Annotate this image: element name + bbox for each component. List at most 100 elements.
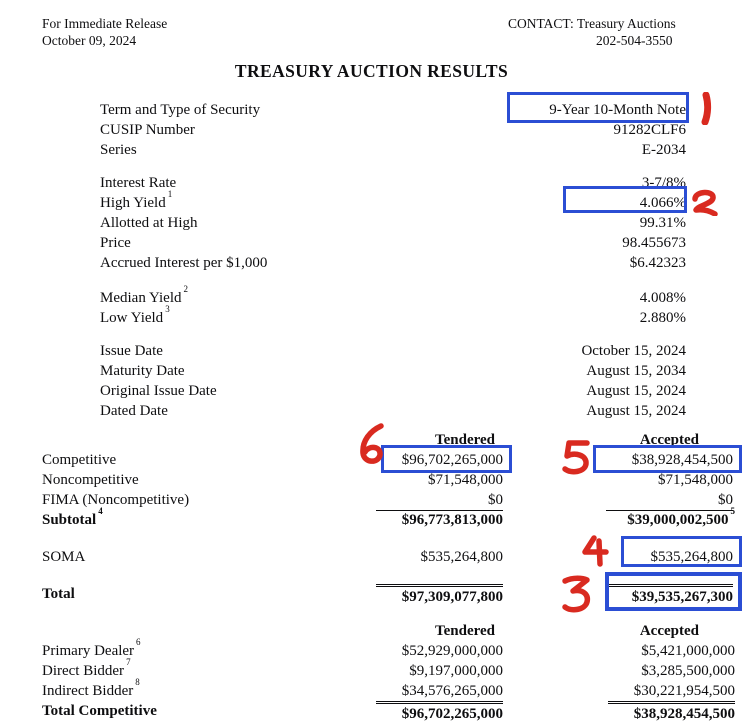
table-header-row: Tendered Accepted bbox=[42, 430, 735, 450]
table-row-subtotal: Subtotal4 $96,773,813,000 $39,000,002,50… bbox=[42, 505, 735, 528]
tendered-value: $535,264,800 bbox=[420, 549, 504, 565]
field-value: August 15, 2034 bbox=[586, 363, 686, 379]
field-value: 4.008% bbox=[639, 290, 686, 306]
field-value: 98.455673 bbox=[622, 235, 686, 251]
field-row-series: Series E-2034 bbox=[100, 140, 686, 160]
field-row-price: Price 98.455673 bbox=[100, 233, 686, 253]
row-label: SOMA bbox=[42, 549, 86, 565]
row-label: Indirect Bidder8 bbox=[42, 676, 140, 699]
row-label: Total Competitive bbox=[42, 703, 157, 719]
bidder-breakdown-table: Tendered Accepted Primary Dealer6 $52,92… bbox=[42, 621, 735, 724]
column-header-accepted: Accepted bbox=[639, 623, 699, 639]
red-marker-2-icon bbox=[692, 189, 718, 216]
row-label: Primary Dealer6 bbox=[42, 636, 141, 659]
column-header-accepted: Accepted bbox=[639, 432, 699, 448]
accepted-value: $71,548,000 bbox=[658, 472, 733, 488]
tendered-value: $96,773,813,000 bbox=[401, 512, 503, 528]
tendered-value: $96,702,265,000 bbox=[401, 452, 503, 468]
accepted-value: $0 bbox=[606, 490, 733, 511]
field-value: 3-7/8% bbox=[641, 175, 686, 191]
tendered-value: $96,702,265,000 bbox=[376, 701, 503, 724]
field-label: High Yield1 bbox=[100, 188, 173, 211]
release-date: October 09, 2024 bbox=[42, 33, 137, 48]
tendered-value: $34,576,265,000 bbox=[376, 681, 503, 702]
field-row-high-yield: High Yield1 4.066% bbox=[100, 188, 686, 213]
field-value: 2.880% bbox=[639, 310, 686, 326]
row-label: Total bbox=[42, 586, 75, 602]
field-row-term: Term and Type of Security 9-Year 10-Mont… bbox=[100, 100, 686, 120]
row-label: Noncompetitive bbox=[42, 472, 139, 488]
table-row-primary-dealer: Primary Dealer6 $52,929,000,000 $5,421,0… bbox=[42, 636, 735, 661]
field-value: August 15, 2024 bbox=[586, 383, 686, 399]
field-row-accrued-interest: Accrued Interest per $1,000 $6.42323 bbox=[100, 253, 686, 273]
accepted-value: $30,221,954,500 bbox=[608, 681, 735, 702]
field-label: Accrued Interest per $1,000 bbox=[100, 255, 268, 271]
field-value: 91282CLF6 bbox=[613, 122, 686, 138]
row-label: Direct Bidder7 bbox=[42, 656, 131, 679]
tendered-value: $0 bbox=[376, 490, 503, 511]
table-row-direct-bidder: Direct Bidder7 $9,197,000,000 $3,285,500… bbox=[42, 656, 735, 681]
red-marker-1-icon bbox=[701, 92, 712, 125]
column-header-tendered: Tendered bbox=[434, 432, 495, 448]
field-label: Term and Type of Security bbox=[100, 102, 261, 118]
field-row-maturity-date: Maturity Date August 15, 2034 bbox=[100, 361, 686, 381]
field-row-dated-date: Dated Date August 15, 2024 bbox=[100, 401, 686, 421]
field-row-cusip: CUSIP Number 91282CLF6 bbox=[100, 120, 686, 140]
row-label: Competitive bbox=[42, 452, 117, 468]
field-label: Low Yield3 bbox=[100, 303, 170, 326]
accepted-value: $38,928,454,500 bbox=[608, 701, 735, 724]
field-row-issue-date: Issue Date October 15, 2024 bbox=[100, 341, 686, 361]
field-row-original-issue-date: Original Issue Date August 15, 2024 bbox=[100, 381, 686, 401]
release-line: For Immediate Release bbox=[42, 16, 168, 31]
contact-line: CONTACT: Treasury Auctions bbox=[508, 16, 676, 31]
tendered-value: $71,548,000 bbox=[428, 472, 503, 488]
accepted-value: $535,264,800 bbox=[650, 549, 734, 565]
field-label: Original Issue Date bbox=[100, 383, 217, 399]
tendered-value: $9,197,000,000 bbox=[409, 663, 503, 679]
table-row-noncompetitive: Noncompetitive $71,548,000 $71,548,000 bbox=[42, 470, 735, 490]
table-row-competitive: Competitive $96,702,265,000 $38,928,454,… bbox=[42, 450, 735, 470]
field-value: 9-Year 10-Month Note bbox=[549, 102, 686, 118]
field-value: 99.31% bbox=[639, 215, 686, 231]
contact-header: CONTACT: Treasury Auctions 202-504-3550 bbox=[508, 15, 676, 49]
tendered-value: $97,309,077,800 bbox=[376, 584, 503, 607]
security-details: Term and Type of Security 9-Year 10-Mont… bbox=[100, 100, 686, 421]
field-value: E-2034 bbox=[641, 142, 686, 158]
field-label: Issue Date bbox=[100, 343, 163, 359]
field-label: Series bbox=[100, 142, 137, 158]
field-label: Price bbox=[100, 235, 131, 251]
column-header-tendered: Tendered bbox=[434, 623, 495, 639]
release-header: For Immediate Release October 09, 2024 bbox=[42, 15, 167, 49]
field-value: 4.066% bbox=[639, 195, 686, 211]
field-label: Allotted at High bbox=[100, 215, 198, 231]
page-title: TREASURY AUCTION RESULTS bbox=[234, 61, 509, 81]
field-row-low-yield: Low Yield3 2.880% bbox=[100, 303, 686, 328]
accepted-value: $38,928,454,500 bbox=[631, 452, 733, 468]
field-value: $6.42323 bbox=[629, 255, 686, 271]
row-label: Subtotal4 bbox=[42, 505, 103, 528]
field-label: Dated Date bbox=[100, 403, 168, 419]
field-value: August 15, 2024 bbox=[586, 403, 686, 419]
table-row-total: Total $97,309,077,800 $39,535,267,300 bbox=[42, 584, 735, 607]
table-row-indirect-bidder: Indirect Bidder8 $34,576,265,000 $30,221… bbox=[42, 676, 735, 702]
accepted-value: $39,000,002,500 bbox=[627, 512, 729, 528]
field-row-interest-rate: Interest Rate 3-7/8% bbox=[100, 173, 686, 193]
table-header-row: Tendered Accepted bbox=[42, 621, 735, 641]
field-label: CUSIP Number bbox=[100, 122, 195, 138]
table-row-fima: FIMA (Noncompetitive) $0 $0 bbox=[42, 490, 735, 511]
field-label: Maturity Date bbox=[100, 363, 185, 379]
row-label: FIMA (Noncompetitive) bbox=[42, 492, 190, 508]
table-row-soma: SOMA $535,264,800 $535,264,800 bbox=[42, 547, 735, 567]
tendered-value: $52,929,000,000 bbox=[401, 643, 503, 659]
accepted-value: $5,421,000,000 bbox=[641, 643, 735, 659]
accepted-value: $39,535,267,300 bbox=[606, 584, 733, 607]
field-value: October 15, 2024 bbox=[581, 343, 686, 359]
contact-phone: 202-504-3550 bbox=[596, 33, 673, 48]
table-row-total-competitive: Total Competitive $96,702,265,000 $38,92… bbox=[42, 701, 735, 724]
auction-totals-table: Tendered Accepted Competitive $96,702,26… bbox=[42, 430, 735, 607]
field-label: Interest Rate bbox=[100, 175, 177, 191]
accepted-value: $3,285,500,000 bbox=[641, 663, 735, 679]
field-row-median-yield: Median Yield2 4.008% bbox=[100, 284, 686, 308]
field-row-allotted-at-high: Allotted at High 99.31% bbox=[100, 213, 686, 233]
